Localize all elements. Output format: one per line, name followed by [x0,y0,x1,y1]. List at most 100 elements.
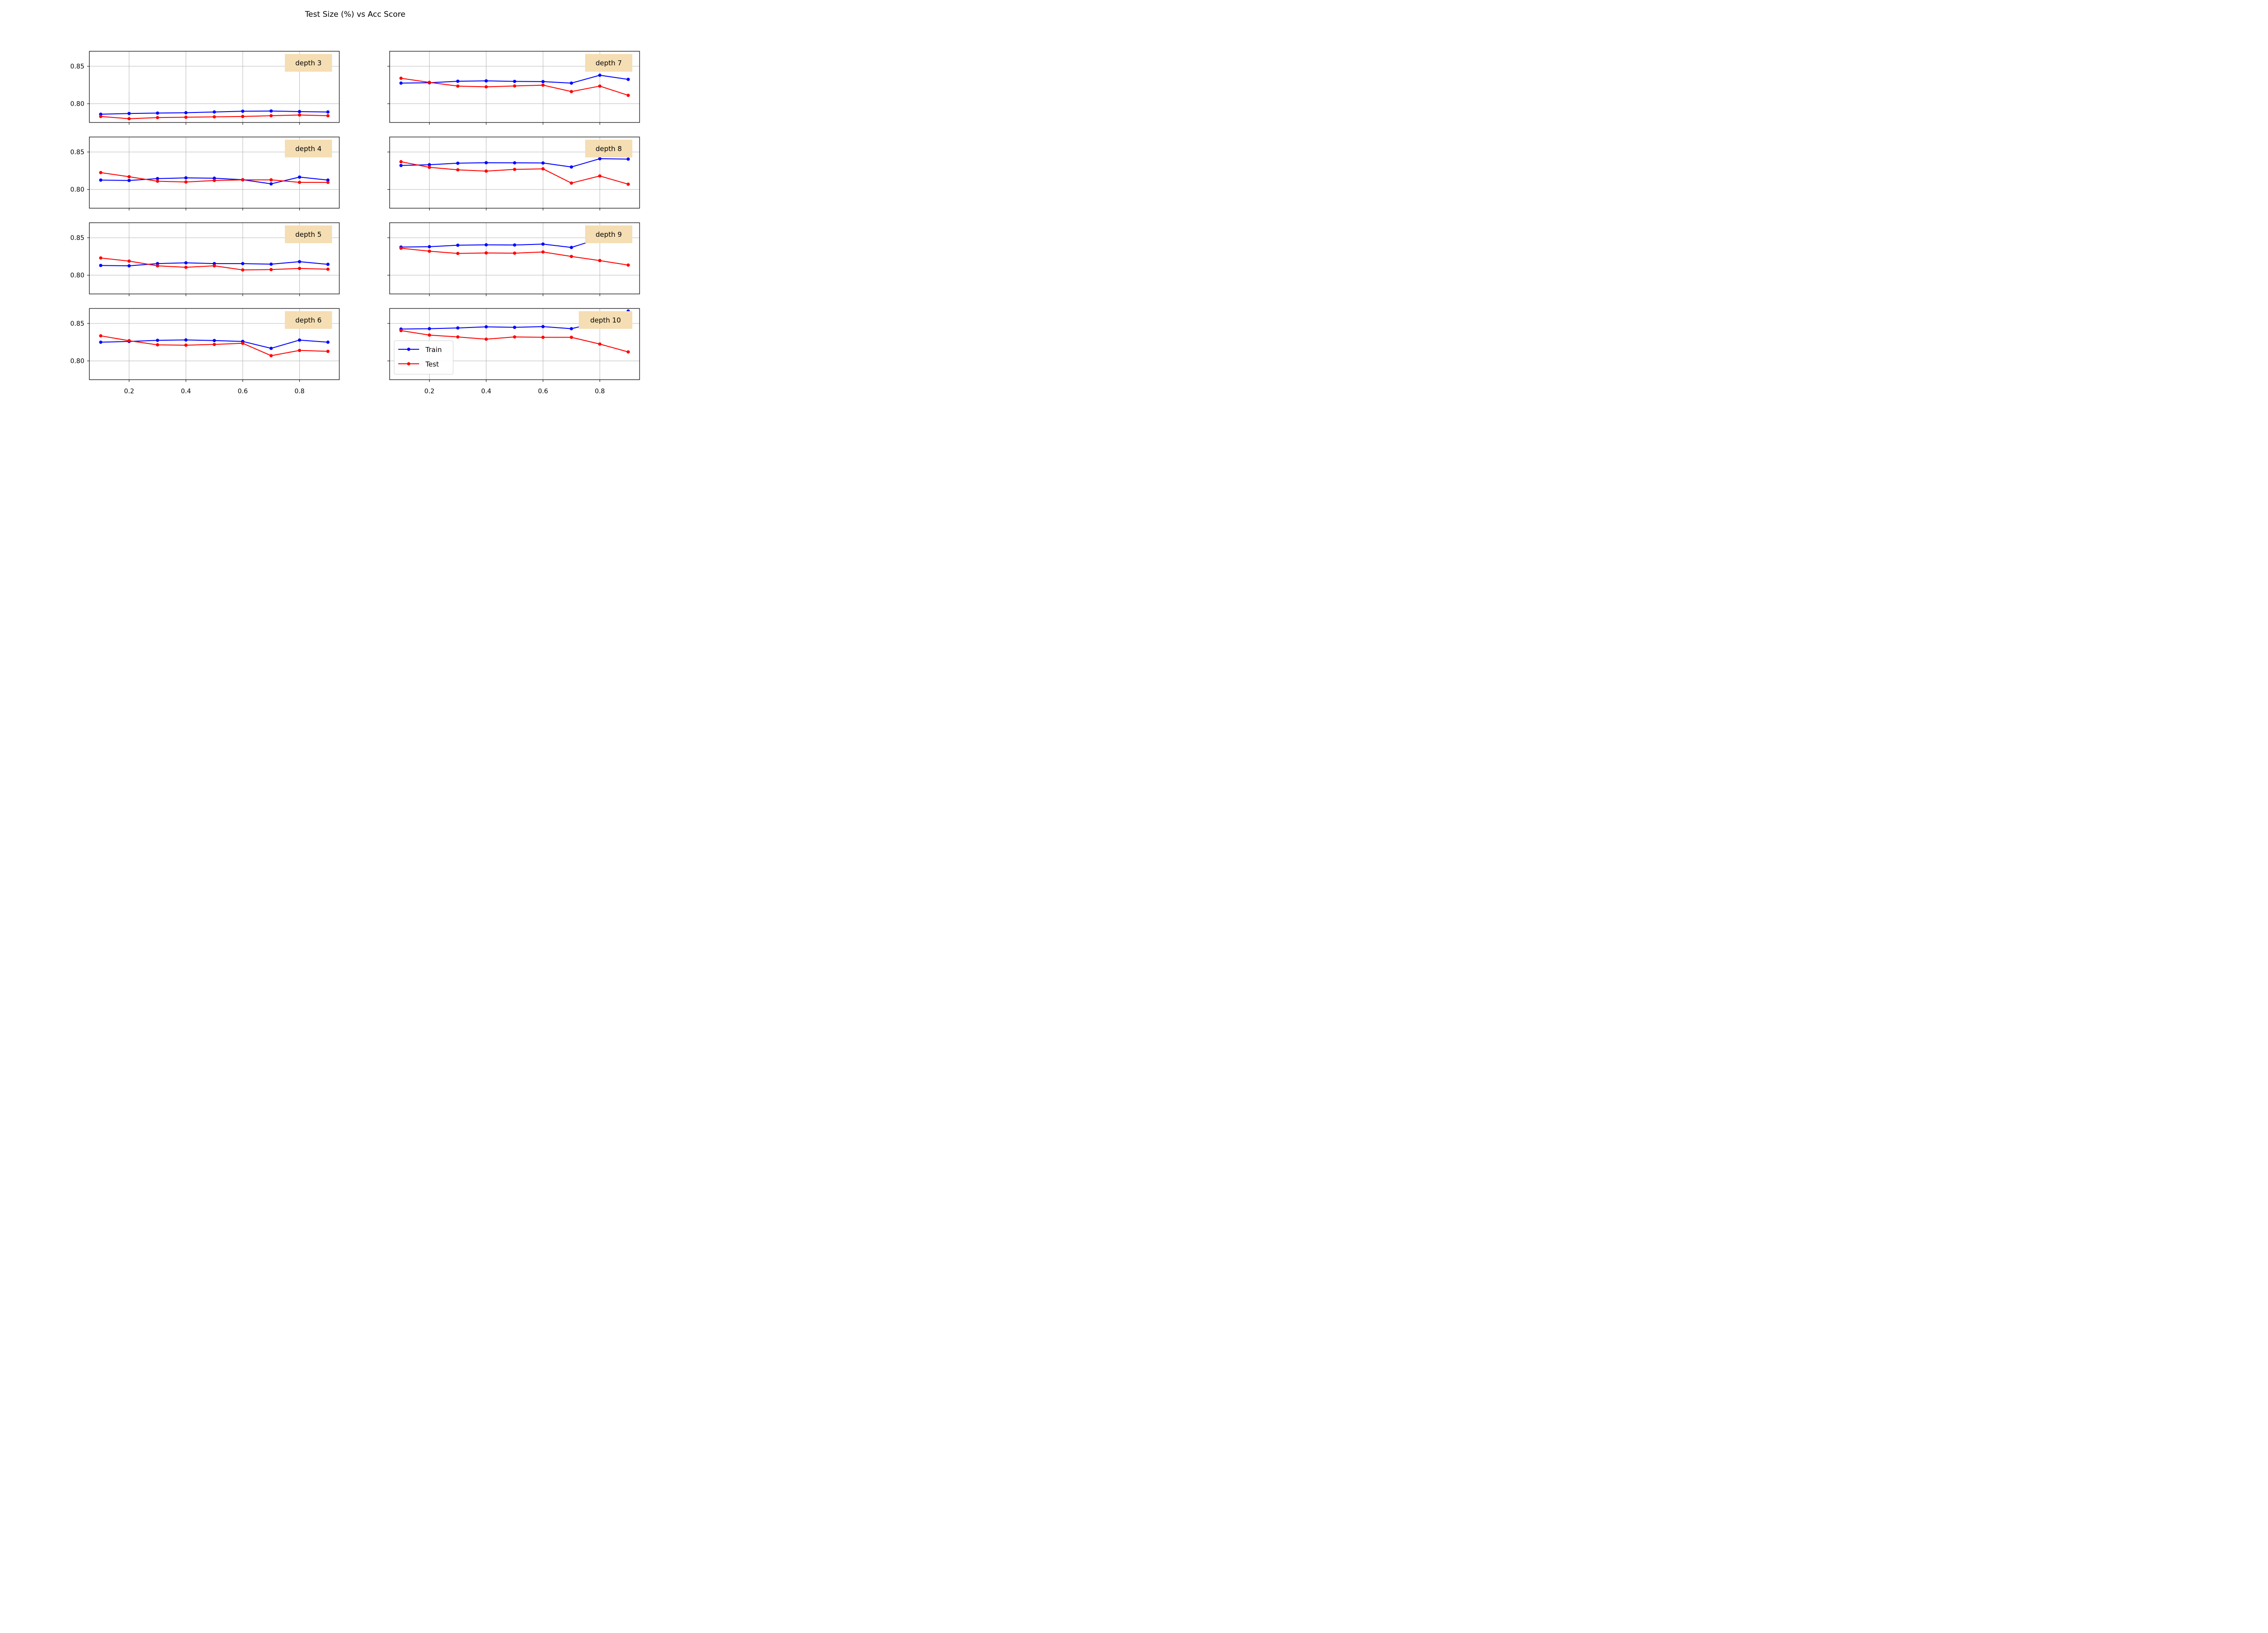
data-point-train [241,109,244,113]
panel-frame [89,51,340,123]
panel-label-badge [585,140,632,157]
figure-title: Test Size (%) vs Acc Score [304,10,405,19]
panel-label-badge [285,311,332,329]
data-point-train [570,165,573,169]
panel-frame [389,308,640,380]
data-point-test [456,84,459,88]
data-point-test [127,259,131,263]
data-point-test [99,171,103,175]
data-point-train [626,157,630,161]
data-point-test [156,264,159,268]
data-point-test [269,268,273,271]
data-point-test [428,80,431,84]
data-point-train [513,161,517,165]
data-point-train [456,79,459,83]
data-point-train [570,245,573,249]
data-point-train [212,110,216,114]
panel-depth-10: 0.2 0.4 0.6 0.8 depth 10 Train Test [387,308,640,395]
panel-label: depth 6 [295,316,322,324]
data-point-test [513,251,517,255]
data-point-test [184,180,188,184]
legend-box [394,340,454,375]
data-point-train [399,81,403,85]
panel-label: depth 8 [596,145,622,153]
data-point-test [212,342,216,346]
data-point-test [399,329,403,332]
x-tick-label: 0.4 [481,388,491,395]
data-point-test [241,115,244,118]
series-group [99,334,330,357]
data-point-test [456,168,459,171]
data-point-test [570,336,573,339]
panel-label-badge [585,225,632,243]
panel-label-badge [585,54,632,72]
data-point-train [99,264,103,267]
panel-depth-5: 0.80 0.85 depth 5 [70,222,340,296]
x-tick-label: 0.8 [294,388,304,395]
data-point-test [326,181,330,184]
data-point-test [326,114,330,117]
y-tick-label: 0.80 [70,186,84,194]
figure-background [0,0,701,420]
data-point-test [269,178,273,182]
panel-depth-9: depth 9 [387,222,640,296]
data-point-test [241,268,244,272]
figure: Test Size (%) vs Acc Score 0.80 0.85 depth… [0,0,701,420]
data-point-test [127,175,131,179]
x-tick-label: 0.4 [181,388,191,395]
data-point-train [456,326,459,330]
data-point-test [99,115,103,118]
data-point-test [156,116,159,119]
y-tick-label: 0.85 [70,63,84,70]
y-tick-label: 0.80 [70,272,84,279]
data-point-train [212,176,216,180]
data-point-test [326,349,330,353]
data-point-test [298,267,301,270]
data-point-train [156,177,159,181]
y-tick-label: 0.80 [70,101,84,108]
panel-label: depth 4 [295,145,322,153]
data-point-train [99,112,103,116]
data-point-test [598,259,601,263]
data-point-train [127,264,131,268]
y-tick-label: 0.80 [70,358,84,365]
data-point-test [484,337,488,341]
data-point-test [598,174,601,178]
data-point-test [241,178,244,182]
panel-depth-6: 0.80 0.85 0.2 0.4 0.6 0.8 depth 6 [70,308,340,395]
legend-label-test: Test [425,360,439,368]
data-point-train [127,112,131,115]
data-point-test [428,166,431,169]
data-point-train [184,176,188,180]
data-point-test [269,354,273,357]
chart-svg: Test Size (%) vs Acc Score 0.80 0.85 depth… [0,0,701,420]
panel-label: depth 7 [596,59,622,67]
panel-frame [89,222,340,294]
series-group [99,256,330,272]
data-point-train [541,161,545,165]
data-point-test [99,334,103,337]
data-point-train [541,325,545,328]
data-point-test [298,348,301,352]
panel-label: depth 3 [295,59,322,67]
panel-frame [389,51,640,123]
data-point-train [513,243,517,247]
x-tick-label: 0.6 [538,388,548,395]
panel-label: depth 5 [295,230,322,239]
panel-depth-3: 0.80 0.85 depth 3 [70,51,340,125]
data-point-test [99,256,103,260]
data-point-train [99,340,103,344]
legend-marker-train [407,347,411,351]
data-point-test [184,265,188,269]
y-tick-label: 0.85 [70,149,84,156]
series-group [399,157,630,186]
data-point-train [269,262,273,266]
data-point-train [156,262,159,265]
data-point-train [598,73,601,77]
x-tick-label: 0.2 [124,388,134,395]
panel-frame [89,137,340,209]
data-point-train [570,327,573,331]
data-point-test [399,160,403,164]
data-point-test [428,249,431,253]
data-point-test [326,267,330,271]
